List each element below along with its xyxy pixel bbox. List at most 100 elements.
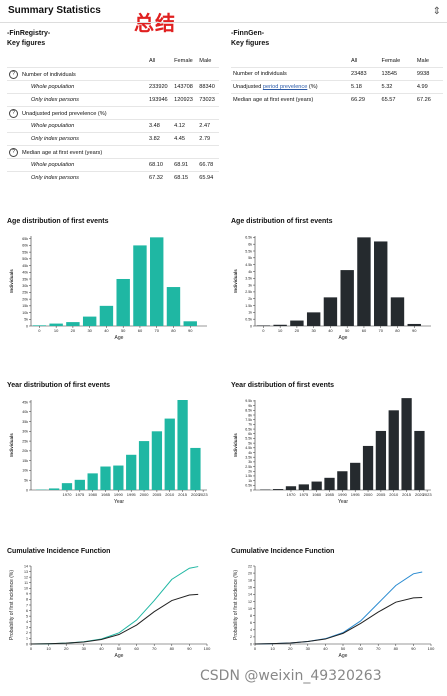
x-tick-label: 60 [362, 328, 367, 333]
cell: 233920 [147, 80, 173, 94]
x-tick-label: 70 [154, 328, 159, 333]
year-distribution-chart-finngen: Year distribution of first events 0 0.5k 1… [231, 382, 443, 510]
help-icon[interactable]: ? [9, 147, 18, 157]
bar [116, 278, 130, 326]
y-tick-label: 20 [248, 571, 252, 575]
y-tick-label: 8 [250, 614, 252, 618]
y-axis-label: Individuals [9, 433, 14, 457]
period-prevalence-link[interactable]: period prevelence [262, 84, 308, 90]
bar [126, 454, 137, 490]
y-tick-label: 2k [248, 470, 252, 474]
bar [290, 320, 304, 326]
y-tick-label: 65k [22, 237, 28, 241]
x-tick-label: 10 [54, 328, 59, 333]
x-tick-label: 90 [412, 328, 417, 333]
x-axis-label: Year [338, 499, 348, 505]
y-tick-label: 5k [248, 256, 252, 260]
col-header-male: Male [416, 58, 430, 64]
cell: 4.99 [414, 80, 443, 94]
cell: 65.57 [379, 93, 415, 106]
x-tick-label: 1975 [75, 492, 85, 497]
y-tick-label: 5k [24, 479, 28, 483]
chart-title: Age distribution of first events [231, 218, 333, 225]
y-tick-label: 2 [250, 635, 252, 639]
x-tick-label: 1980 [88, 492, 98, 497]
source-label: -FinRegistry- [7, 30, 51, 37]
y-tick-label: 4k [248, 270, 252, 274]
source-label: -FinnGen- [231, 30, 265, 37]
y-axis-label: Individuals [233, 433, 238, 457]
chart-svg: 0 5k 10k 15k 20k 25k 30k 35k 40k 45k 50k 55k 60k 65k 0… [9, 236, 207, 341]
series-line [254, 597, 423, 645]
x-tick-label: 80 [395, 328, 400, 333]
age-distribution-chart-finngen: Age distribution of first events 0 0.5k 1k… [231, 218, 443, 346]
y-tick-label: 1.5k [245, 474, 252, 478]
x-tick-label: 40 [323, 646, 328, 651]
y-tick-label: 0 [250, 642, 252, 646]
chart-title: Year distribution of first events [7, 382, 111, 389]
cumulative-incidence-chart-finngen: Cumulative Incidence Function 0 2 4 6 8 10 12 1… [231, 548, 443, 664]
bar [401, 398, 412, 490]
chart-title: Year distribution of first events [231, 382, 335, 389]
cell: 23483 [349, 67, 380, 81]
table-row: ? Number of individuals [7, 67, 219, 81]
y-tick-label: 0 [250, 324, 252, 328]
x-tick-label: 1995 [351, 492, 361, 497]
x-tick-label: 1975 [299, 492, 309, 497]
cell: 5.32 [379, 80, 415, 94]
x-tick-label: 40 [99, 646, 104, 651]
y-tick-label: 5k [248, 441, 252, 445]
bar [414, 430, 425, 490]
row-label: Only index persons [7, 93, 147, 107]
bar [350, 462, 361, 490]
x-axis-label: Age [115, 653, 124, 659]
y-tick-label: 55k [22, 250, 28, 254]
y-tick-label: 14 [248, 593, 252, 597]
x-tick-label: 20 [295, 328, 300, 333]
y-tick-label: 35k [22, 420, 28, 424]
x-tick-label: 1970 [287, 492, 297, 497]
bar [337, 471, 348, 490]
bar [177, 400, 188, 490]
y-tick-label: 10 [24, 587, 28, 591]
y-tick-label: 0.5k [245, 317, 252, 321]
bar [298, 484, 309, 490]
table-row: ? Unadjusted period prevelence (%) [7, 106, 219, 120]
bar [61, 483, 73, 490]
y-tick-label: 3k [248, 460, 252, 464]
help-icon[interactable]: ? [9, 69, 18, 79]
label-text: Unadjusted [233, 84, 263, 90]
y-tick-label: 3k [248, 283, 252, 287]
y-tick-label: 16 [248, 586, 252, 590]
finregistry-panel: -FinRegistry- Key figures All Female Mal… [7, 30, 219, 184]
x-tick-label: 60 [134, 646, 139, 651]
bar [32, 325, 47, 326]
row-label: Number of individuals [231, 67, 349, 81]
expand-collapse-icon[interactable]: ⇕ [432, 6, 441, 17]
x-tick-label: 0 [38, 328, 41, 333]
help-icon[interactable]: ? [9, 108, 18, 118]
label-text: (%) [307, 84, 318, 90]
x-tick-label: 60 [358, 646, 363, 651]
y-tick-label: 13 [24, 570, 28, 574]
y-axis-label: Probability of first incidence (%) [9, 570, 15, 640]
y-tick-label: 7k [248, 423, 252, 427]
table-row: Number of individuals 23483 13545 9938 [231, 67, 443, 81]
y-tick-label: 7.5k [245, 418, 252, 422]
y-axis-label: Individuals [9, 269, 14, 293]
cell: 193946 [147, 93, 173, 107]
y-axis-label: Probability of first incidence (%) [233, 570, 239, 640]
bar [272, 489, 284, 490]
row-label: Whole population [7, 158, 147, 172]
x-tick-label: 20 [64, 646, 69, 651]
y-tick-label: 11 [24, 581, 28, 585]
x-tick-label: 20 [288, 646, 293, 651]
series-line [254, 571, 423, 645]
x-tick-label: 2005 [376, 492, 386, 497]
bar [164, 418, 175, 490]
x-tick-label: 2000 [364, 492, 374, 497]
bar [49, 323, 63, 326]
x-tick-label: 1990 [114, 492, 124, 497]
y-tick-label: 0 [26, 642, 28, 646]
row-label: Only index persons [7, 132, 147, 146]
